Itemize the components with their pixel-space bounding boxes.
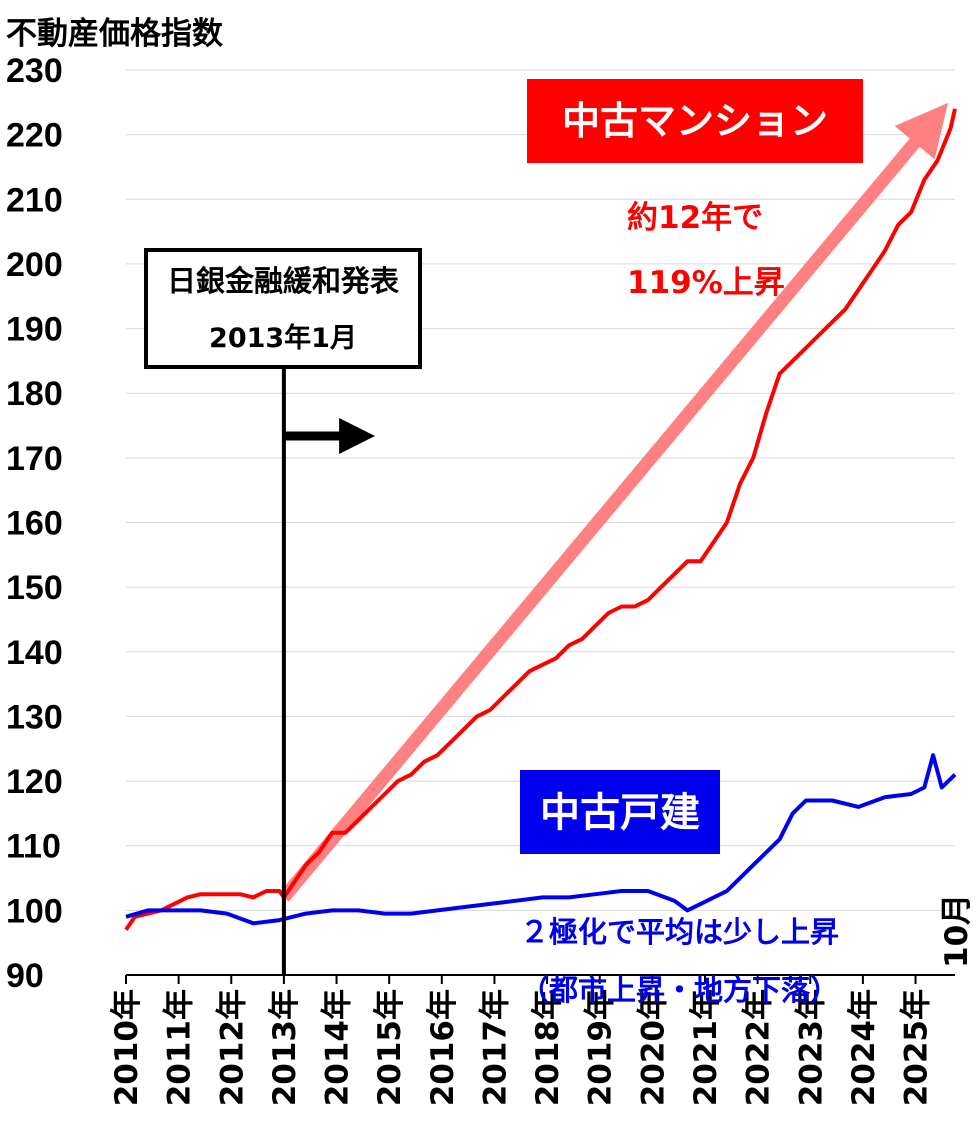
house-series-line xyxy=(125,753,957,926)
x-tick-label: 2016年 xyxy=(425,989,461,1106)
trend-arrow xyxy=(278,102,949,902)
chart-title: 不動産価格指数 xyxy=(6,16,223,52)
y-tick-label: 160 xyxy=(6,505,63,543)
x-tick-label: 2011年 xyxy=(162,989,198,1106)
y-axis: 90 100 110 120 130 140 150 160 170 180 190 200 210 22… xyxy=(6,52,63,995)
x-tick-label: 2021年 xyxy=(688,989,724,1106)
house-badge: 中古戸建 xyxy=(520,770,720,854)
x-tick-label: 2014年 xyxy=(320,989,356,1106)
x-tick-label: 2012年 xyxy=(214,989,250,1106)
x-tick-label: 2010年 xyxy=(109,989,145,1106)
x-tick-label: 2020年 xyxy=(635,989,671,1106)
house-badge-label: 中古戸建 xyxy=(540,790,700,836)
y-tick-label: 210 xyxy=(6,181,63,219)
mansion-note-line2: 119%上昇 xyxy=(627,265,785,301)
mansion-badge: 中古マンション xyxy=(527,79,863,163)
y-tick-label: 120 xyxy=(6,763,63,801)
x-tick-label: 2025年 xyxy=(899,989,935,1106)
y-tick-label: 100 xyxy=(6,892,63,930)
x-tick-label: 2018年 xyxy=(530,989,566,1106)
y-tick-label: 90 xyxy=(6,957,44,995)
boj-box-line2: 2013年1月 xyxy=(209,322,357,354)
x-end-month-label: 10月 xyxy=(939,894,975,968)
x-tick-label: 2013年 xyxy=(267,989,303,1106)
x-tick-label: 2015年 xyxy=(372,989,408,1106)
y-tick-label: 110 xyxy=(6,828,61,866)
x-tick-label: 2023年 xyxy=(793,989,829,1106)
mansion-series-line xyxy=(124,108,957,931)
y-tick-label: 140 xyxy=(6,634,63,672)
boj-annotation-box: 日銀金融緩和発表 2013年1月 xyxy=(144,248,422,369)
x-tick-label: 2024年 xyxy=(846,989,882,1106)
x-tick-label: 2017年 xyxy=(477,989,513,1106)
y-tick-label: 180 xyxy=(6,375,63,413)
y-tick-label: 190 xyxy=(6,311,63,349)
house-note-line1: ２極化で平均は少し上昇 xyxy=(520,915,839,949)
y-tick-label: 150 xyxy=(6,569,63,607)
y-tick-label: 220 xyxy=(6,117,63,155)
x-tick-label: 2019年 xyxy=(583,989,619,1106)
boj-box-line1: 日銀金融緩和発表 xyxy=(167,264,399,298)
x-axis: 2010年 2011年 2012年 2013年 2014年 2015年 2016年 2017年… xyxy=(109,974,955,1106)
series-lines xyxy=(124,108,957,931)
x-tick-label: 2022年 xyxy=(741,989,777,1106)
y-tick-label: 230 xyxy=(6,52,63,90)
y-tick-label: 130 xyxy=(6,698,63,736)
house-note-line2: （都市上昇・地方下落） xyxy=(520,973,839,1007)
mansion-badge-label: 中古マンション xyxy=(562,99,828,143)
mansion-note-line1: 約12年で xyxy=(627,200,763,236)
y-tick-label: 170 xyxy=(6,440,63,478)
y-tick-label: 200 xyxy=(6,246,63,284)
